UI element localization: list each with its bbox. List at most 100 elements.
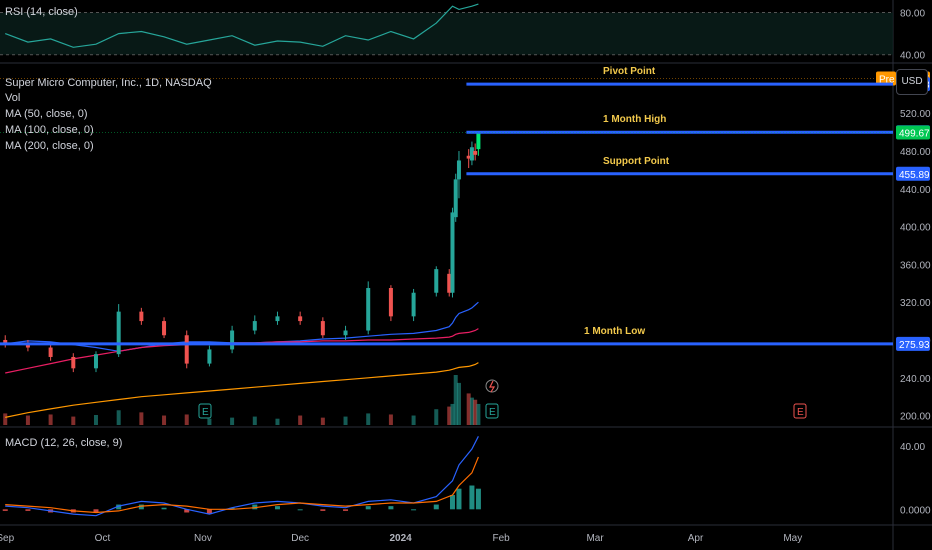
time-tick-label: Nov — [194, 533, 212, 544]
volume-bar — [71, 416, 76, 425]
candle-body — [456, 160, 461, 180]
symbol-legend[interactable]: Super Micro Computer, Inc., 1D, NASDAQ — [5, 77, 212, 89]
rsi-tick-label: 80.00 — [900, 9, 925, 20]
volume-bar — [411, 415, 416, 425]
macd-tick-label: 0.0000 — [900, 505, 931, 516]
volume-legend[interactable]: Vol — [5, 92, 21, 104]
candle-body — [466, 155, 471, 159]
earnings-marker-label: E — [202, 407, 209, 418]
macd-histogram-bar — [449, 495, 455, 510]
ma200-legend[interactable]: MA (200, close, 0) — [5, 140, 94, 152]
time-tick-label: Apr — [688, 533, 704, 544]
time-tick-label: Sep — [0, 533, 15, 544]
price-tick-label: 400.00 — [900, 223, 931, 234]
rsi-tick-label: 40.00 — [900, 51, 925, 62]
volume-bar — [466, 393, 471, 425]
candle-body — [162, 321, 167, 336]
macd-histogram-bar — [116, 504, 122, 510]
volume-bar — [25, 415, 30, 425]
volume-bar — [139, 412, 144, 425]
earnings-marker-label: E — [797, 407, 804, 418]
candle-body — [434, 269, 439, 293]
annotation-label: 1 Month Low — [584, 326, 645, 337]
macd-tick-label: 40.00 — [900, 442, 925, 453]
volume-bar — [275, 418, 280, 425]
macd-histogram-bar — [252, 504, 258, 510]
price-tick-label: 440.00 — [900, 185, 931, 196]
price-pane: 200.00240.00280.00320.00360.00400.00440.… — [0, 66, 931, 425]
candle-body — [298, 316, 303, 322]
price-tick-label: 240.00 — [900, 374, 931, 385]
volume-bar — [456, 382, 461, 425]
candle-body — [25, 343, 30, 348]
macd-histogram-bar — [2, 509, 8, 511]
candle-body — [93, 354, 98, 369]
time-tick-label: 2024 — [390, 533, 413, 544]
candle-body — [343, 330, 348, 336]
candle-body — [48, 347, 53, 357]
ma50-legend[interactable]: MA (50, close, 0) — [5, 108, 88, 120]
candle-body — [71, 356, 76, 369]
volume-bar — [252, 416, 257, 425]
annotation-label: 1 Month High — [603, 114, 666, 125]
candle-body — [207, 349, 212, 364]
candle-body — [450, 212, 455, 293]
earnings-marker — [198, 403, 212, 419]
ma200-line — [5, 362, 479, 418]
volume-bar — [3, 413, 8, 425]
volume-bar — [116, 410, 121, 425]
price-tick-label: 320.00 — [900, 298, 931, 309]
macd-histogram-bar — [138, 504, 144, 510]
candle-body — [275, 316, 280, 322]
volume-bar — [320, 417, 325, 425]
macd-histogram-bar — [93, 509, 99, 513]
price-tag — [896, 166, 930, 181]
candle-body — [447, 273, 452, 293]
macd-histogram-bar — [297, 509, 303, 511]
price-tick-label: 360.00 — [900, 260, 931, 271]
volume-bar — [93, 415, 98, 425]
candle-body — [411, 292, 416, 317]
volume-bar — [366, 413, 371, 425]
currency-button[interactable]: USD — [896, 69, 928, 95]
pre-badge-label: Pre — [879, 75, 895, 86]
lightning-icon — [489, 380, 496, 393]
macd-line — [5, 436, 479, 517]
macd-histogram-bar — [365, 506, 371, 510]
candle-body — [139, 311, 144, 322]
macd-histogram-bar — [456, 488, 462, 510]
volume-bar — [434, 409, 439, 425]
macd-histogram-bar — [274, 506, 280, 510]
macd-histogram-bar — [433, 504, 439, 510]
volume-bar — [343, 416, 348, 425]
price-tag-value: 275.93 — [899, 340, 930, 351]
rsi-band — [0, 12, 893, 55]
volume-bar — [388, 414, 393, 425]
price-tag-value: 499.67 — [899, 128, 930, 139]
ma100-legend[interactable]: MA (100, close, 0) — [5, 124, 94, 136]
candle-body — [320, 321, 325, 336]
time-axis: Sep Oct Nov Dec 2024 Feb Mar Apr May — [0, 533, 802, 544]
candle-body — [184, 335, 189, 364]
candle-body — [230, 330, 235, 350]
volume-bar — [230, 417, 235, 425]
candle-body — [473, 151, 478, 155]
time-tick-label: Mar — [586, 533, 604, 544]
price-tick-label: 200.00 — [900, 412, 931, 423]
rsi-legend[interactable]: RSI (14, close) — [5, 6, 78, 18]
candle-body — [116, 311, 121, 355]
macd-legend[interactable]: MACD (12, 26, close, 9) — [5, 437, 123, 449]
price-tick-label: 480.00 — [900, 147, 931, 158]
event-marker — [485, 379, 499, 393]
macd-histogram-bar — [411, 509, 417, 511]
earnings-marker-label: E — [489, 407, 496, 418]
pre-badge — [876, 71, 896, 86]
volume-bar — [450, 403, 455, 425]
time-tick-label: Dec — [291, 533, 309, 544]
volume-bar — [453, 375, 458, 425]
macd-histogram-bar — [320, 509, 326, 511]
volume-bar — [473, 399, 478, 425]
annotation-label: Pivot Point — [603, 66, 656, 77]
earnings-marker — [793, 403, 807, 419]
